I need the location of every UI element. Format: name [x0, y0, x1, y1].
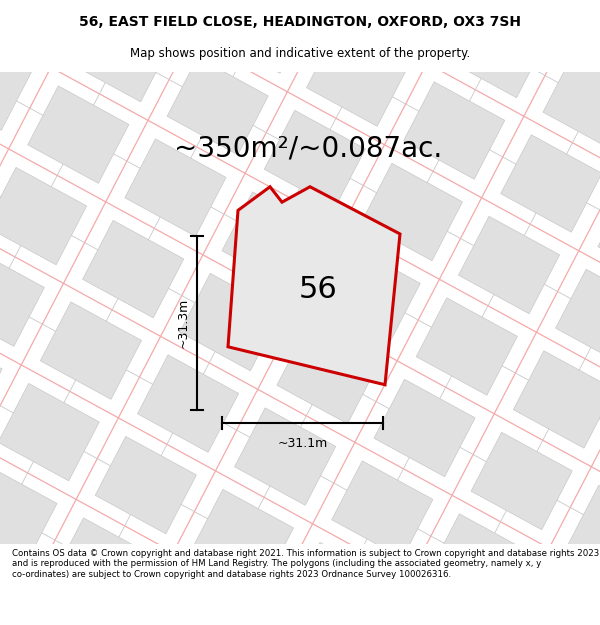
Polygon shape	[150, 571, 251, 625]
Polygon shape	[112, 0, 214, 20]
Text: ~31.3m: ~31.3m	[176, 298, 190, 348]
Polygon shape	[95, 436, 196, 534]
Polygon shape	[0, 0, 74, 49]
Polygon shape	[235, 408, 336, 505]
Polygon shape	[543, 53, 600, 151]
Polygon shape	[222, 192, 323, 289]
Polygon shape	[11, 599, 112, 625]
Polygon shape	[0, 33, 32, 131]
Polygon shape	[319, 245, 420, 342]
Polygon shape	[0, 249, 44, 346]
Polygon shape	[209, 0, 311, 73]
Polygon shape	[289, 542, 391, 625]
Polygon shape	[0, 331, 2, 428]
Text: Contains OS data © Crown copyright and database right 2021. This information is : Contains OS data © Crown copyright and d…	[12, 549, 599, 579]
Text: 56, EAST FIELD CLOSE, HEADINGTON, OXFORD, OX3 7SH: 56, EAST FIELD CLOSE, HEADINGTON, OXFORD…	[79, 14, 521, 29]
Polygon shape	[501, 135, 600, 232]
Polygon shape	[514, 351, 600, 448]
Polygon shape	[556, 269, 600, 367]
Polygon shape	[40, 302, 142, 399]
Polygon shape	[0, 465, 57, 562]
Polygon shape	[0, 168, 86, 265]
Polygon shape	[429, 514, 530, 611]
Polygon shape	[446, 0, 547, 98]
Polygon shape	[53, 518, 154, 616]
Polygon shape	[598, 188, 600, 285]
Text: ~31.1m: ~31.1m	[277, 437, 328, 450]
Polygon shape	[404, 82, 505, 179]
Polygon shape	[471, 432, 572, 530]
Polygon shape	[228, 187, 400, 385]
Polygon shape	[193, 489, 293, 587]
Polygon shape	[488, 0, 589, 16]
Polygon shape	[307, 29, 407, 126]
Polygon shape	[83, 221, 184, 318]
Text: 56: 56	[299, 275, 337, 304]
Polygon shape	[585, 0, 600, 69]
Polygon shape	[125, 139, 226, 236]
Polygon shape	[247, 624, 349, 625]
Polygon shape	[361, 163, 463, 261]
Polygon shape	[416, 298, 517, 395]
Polygon shape	[180, 273, 281, 371]
Polygon shape	[568, 485, 600, 582]
Text: ~350m²/~0.087ac.: ~350m²/~0.087ac.	[174, 135, 442, 162]
Polygon shape	[277, 326, 378, 424]
Polygon shape	[332, 461, 433, 558]
Polygon shape	[167, 58, 268, 155]
Polygon shape	[264, 111, 365, 208]
Polygon shape	[386, 596, 488, 625]
Polygon shape	[0, 384, 99, 481]
Polygon shape	[526, 567, 600, 625]
Polygon shape	[28, 86, 129, 183]
Polygon shape	[349, 0, 450, 45]
Polygon shape	[458, 216, 560, 314]
Polygon shape	[0, 546, 15, 625]
Text: Map shows position and indicative extent of the property.: Map shows position and indicative extent…	[130, 48, 470, 61]
Polygon shape	[374, 379, 475, 477]
Polygon shape	[70, 4, 171, 102]
Polygon shape	[137, 355, 239, 452]
